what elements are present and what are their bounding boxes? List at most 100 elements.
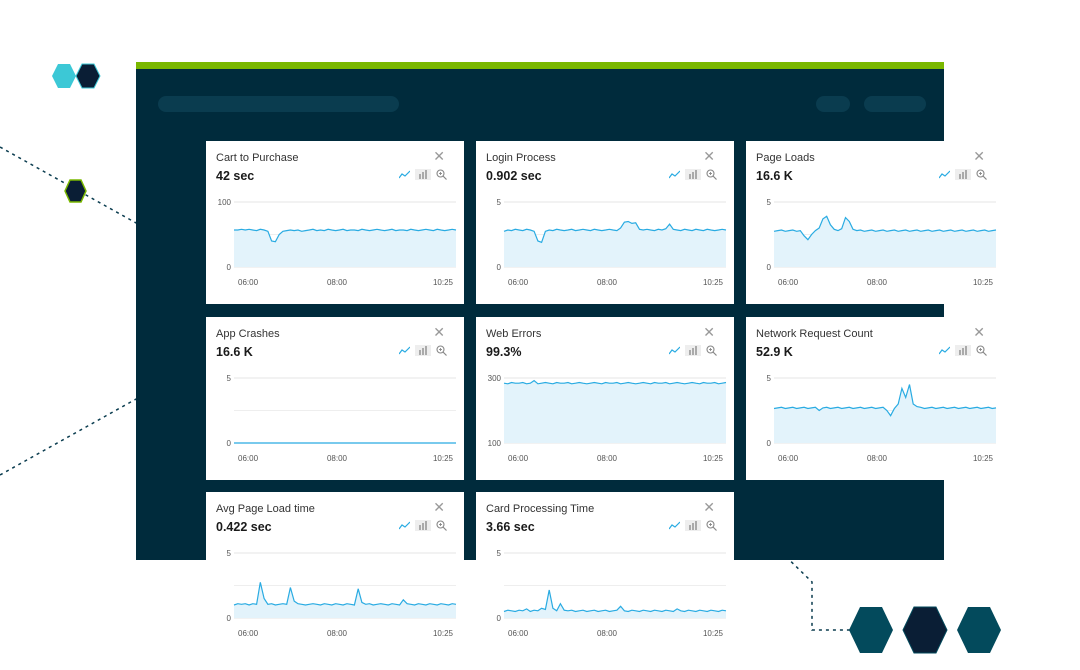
y-tick-label-bottom: 100 — [488, 439, 502, 448]
y-tick-label-bottom: 0 — [497, 614, 502, 623]
line-chart-icon[interactable] — [398, 169, 411, 180]
zoom-icon[interactable] — [435, 169, 448, 180]
zoom-icon[interactable] — [975, 169, 988, 180]
metric-card[interactable]: Network Request Count 52.9 K ✕ 5 0 06:00 08:00… — [746, 317, 1004, 480]
bar-chart-icon[interactable] — [955, 345, 971, 356]
y-tick-label-bottom: 0 — [767, 263, 772, 272]
metric-card[interactable]: Avg Page Load time 0.422 sec ✕ 5 0 06:00 08:00… — [206, 492, 464, 655]
bar-chart-icon[interactable] — [685, 520, 701, 531]
card-value: 3.66 sec — [486, 520, 535, 534]
x-tick-label: 10:25 — [703, 629, 724, 638]
x-tick-label: 06:00 — [238, 454, 259, 463]
line-chart: 5 0 06:00 08:00 10:25 — [767, 374, 997, 463]
line-chart-icon[interactable] — [938, 169, 951, 180]
x-tick-label: 10:25 — [703, 278, 724, 287]
x-tick-label: 06:00 — [238, 629, 259, 638]
x-tick-label: 08:00 — [327, 629, 348, 638]
series-line — [773, 384, 997, 417]
x-tick-label: 06:00 — [778, 454, 799, 463]
card-title: Page Loads — [756, 152, 815, 164]
close-icon[interactable]: ✕ — [433, 499, 445, 515]
line-chart-icon[interactable] — [668, 345, 681, 356]
series-area — [504, 590, 726, 618]
x-tick-label: 08:00 — [327, 454, 348, 463]
zoom-icon[interactable] — [705, 169, 718, 180]
chart-toolbar — [398, 345, 448, 356]
y-tick-label-top: 100 — [218, 198, 232, 207]
x-tick-label: 10:25 — [433, 278, 454, 287]
close-icon[interactable]: ✕ — [703, 499, 715, 515]
metric-card[interactable]: Login Process 0.902 sec ✕ 5 0 06:00 08:00 10:25 — [476, 141, 734, 304]
x-tick-label: 06:00 — [778, 278, 799, 287]
series-area — [234, 582, 456, 618]
search-bar-placeholder[interactable] — [158, 96, 399, 112]
chart-toolbar — [668, 520, 718, 531]
line-chart: 5 0 06:00 08:00 10:25 — [497, 198, 727, 287]
y-tick-label-bottom: 0 — [767, 439, 772, 448]
series-area — [504, 221, 726, 267]
x-tick-label: 08:00 — [597, 278, 618, 287]
zoom-icon[interactable] — [435, 345, 448, 356]
series-area — [774, 216, 996, 267]
x-tick-label: 06:00 — [238, 278, 259, 287]
line-chart: 5 0 06:00 08:00 10:25 — [227, 549, 457, 638]
zoom-icon[interactable] — [975, 345, 988, 356]
metric-card[interactable]: Web Errors 99.3% ✕ 300 100 06:00 08:00 10:25 — [476, 317, 734, 480]
y-tick-label-top: 5 — [767, 198, 772, 207]
line-chart-icon[interactable] — [398, 520, 411, 531]
bar-chart-icon[interactable] — [685, 169, 701, 180]
metric-card[interactable]: Page Loads 16.6 K ✕ 5 0 06:00 08:00 10:25 — [746, 141, 1004, 304]
close-icon[interactable]: ✕ — [703, 148, 715, 164]
y-tick-label-top: 300 — [488, 374, 502, 383]
header-button-placeholder-1[interactable] — [816, 96, 850, 112]
bar-chart-icon[interactable] — [415, 345, 431, 356]
x-tick-label: 08:00 — [867, 454, 888, 463]
close-icon[interactable]: ✕ — [433, 148, 445, 164]
card-title: Avg Page Load time — [216, 503, 315, 515]
line-chart-icon[interactable] — [398, 345, 411, 356]
close-icon[interactable]: ✕ — [973, 324, 985, 340]
metric-card[interactable]: App Crashes 16.6 K ✕ 5 0 06:00 08:00 10:25 — [206, 317, 464, 480]
close-icon[interactable]: ✕ — [703, 324, 715, 340]
line-chart-icon[interactable] — [668, 520, 681, 531]
dashboard-window — [136, 62, 944, 560]
x-tick-label: 08:00 — [327, 278, 348, 287]
metric-card[interactable]: Card Processing Time 3.66 sec ✕ 5 0 06:00 08:0… — [476, 492, 734, 655]
card-title: Cart to Purchase — [216, 152, 299, 164]
line-chart-icon[interactable] — [668, 169, 681, 180]
card-title: Card Processing Time — [486, 503, 595, 515]
x-tick-label: 10:25 — [433, 629, 454, 638]
close-icon[interactable]: ✕ — [973, 148, 985, 164]
header-button-placeholder-2[interactable] — [864, 96, 926, 112]
card-value: 42 sec — [216, 169, 255, 183]
chart-toolbar — [938, 345, 988, 356]
hex-icon-3 — [957, 607, 1001, 653]
zoom-icon[interactable] — [705, 345, 718, 356]
line-chart: 5 0 06:00 08:00 10:25 — [497, 549, 727, 638]
line-chart-icon[interactable] — [938, 345, 951, 356]
x-tick-label: 10:25 — [433, 454, 454, 463]
zoom-icon[interactable] — [435, 520, 448, 531]
series-area — [234, 229, 456, 267]
card-value: 52.9 K — [756, 345, 793, 359]
card-title: Web Errors — [486, 328, 542, 340]
close-icon[interactable]: ✕ — [433, 324, 445, 340]
line-chart: 100 0 06:00 08:00 10:25 — [218, 198, 457, 287]
bar-chart-icon[interactable] — [955, 169, 971, 180]
zoom-icon[interactable] — [705, 520, 718, 531]
card-title: Login Process — [486, 152, 556, 164]
metric-card[interactable]: Cart to Purchase 42 sec ✕ 100 0 06:00 08:00 10:… — [206, 141, 464, 304]
card-value: 0.902 sec — [486, 169, 542, 183]
bar-chart-icon[interactable] — [415, 169, 431, 180]
x-tick-label: 10:25 — [973, 278, 994, 287]
series-line — [503, 379, 727, 385]
series-line — [234, 228, 457, 243]
series-line — [773, 215, 997, 241]
y-tick-label-bottom: 0 — [227, 439, 232, 448]
bar-chart-icon[interactable] — [685, 345, 701, 356]
line-chart: 5 0 06:00 08:00 10:25 — [227, 374, 456, 463]
card-value: 16.6 K — [756, 169, 793, 183]
line-chart: 5 0 06:00 08:00 10:25 — [767, 198, 997, 287]
dark-hex-logo-icon — [75, 63, 101, 89]
bar-chart-icon[interactable] — [415, 520, 431, 531]
